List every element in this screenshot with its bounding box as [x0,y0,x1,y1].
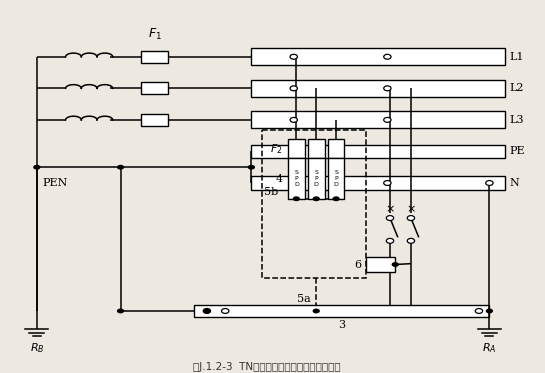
Bar [288,159,305,199]
Bar [251,80,505,97]
Circle shape [384,117,391,122]
Bar [251,145,505,158]
Text: L2: L2 [509,83,524,93]
Circle shape [290,86,298,91]
Circle shape [407,216,415,220]
Text: L1: L1 [509,52,524,62]
Circle shape [203,308,210,313]
Circle shape [486,181,493,185]
Circle shape [117,308,124,313]
Circle shape [33,165,40,170]
Circle shape [475,308,483,313]
Circle shape [247,165,255,170]
Circle shape [313,308,320,313]
Text: 3: 3 [338,320,345,330]
Circle shape [386,238,393,243]
Text: 5a: 5a [297,294,311,304]
Text: $R_B$: $R_B$ [29,341,44,355]
Text: $R_A$: $R_A$ [482,341,496,355]
Text: $F_1$: $F_1$ [148,27,161,42]
Circle shape [384,86,391,91]
Circle shape [384,54,391,59]
Circle shape [391,262,399,267]
Text: PE: PE [509,147,525,156]
Text: 6: 6 [354,260,361,270]
Text: S
P
D: S P D [334,170,338,187]
Text: ×: × [406,204,416,214]
Bar [251,176,505,189]
Circle shape [293,196,300,201]
Circle shape [386,216,393,220]
Bar [142,51,168,63]
Circle shape [384,181,391,185]
Text: 5b: 5b [264,187,278,197]
Bar [366,257,395,272]
Bar [142,82,168,94]
Circle shape [313,196,320,201]
Text: S
P
D: S P D [294,170,299,187]
Bar [251,112,505,128]
Circle shape [290,54,298,59]
Bar [142,114,168,126]
Bar [194,305,489,317]
Text: S
P
D: S P D [314,170,319,187]
Bar [288,139,305,159]
Circle shape [290,117,298,122]
Circle shape [407,238,415,243]
Circle shape [290,149,298,154]
Text: PEN: PEN [42,178,68,188]
Text: L3: L3 [509,115,524,125]
Bar [328,159,344,199]
Text: N: N [509,178,519,188]
Text: $F_2$: $F_2$ [270,142,283,156]
Bar [262,131,366,278]
Bar [308,159,325,199]
Circle shape [117,165,124,170]
Circle shape [486,308,493,313]
Circle shape [332,196,340,201]
Circle shape [203,308,210,313]
Bar [251,48,505,65]
Text: ×: × [385,204,395,214]
Text: 4: 4 [276,173,283,184]
Bar [328,139,344,159]
Text: 图J.1.2-3  TN系统安装在进户处的电涌保护器: 图J.1.2-3 TN系统安装在进户处的电涌保护器 [193,362,341,372]
Circle shape [221,308,229,313]
Bar [308,139,325,159]
